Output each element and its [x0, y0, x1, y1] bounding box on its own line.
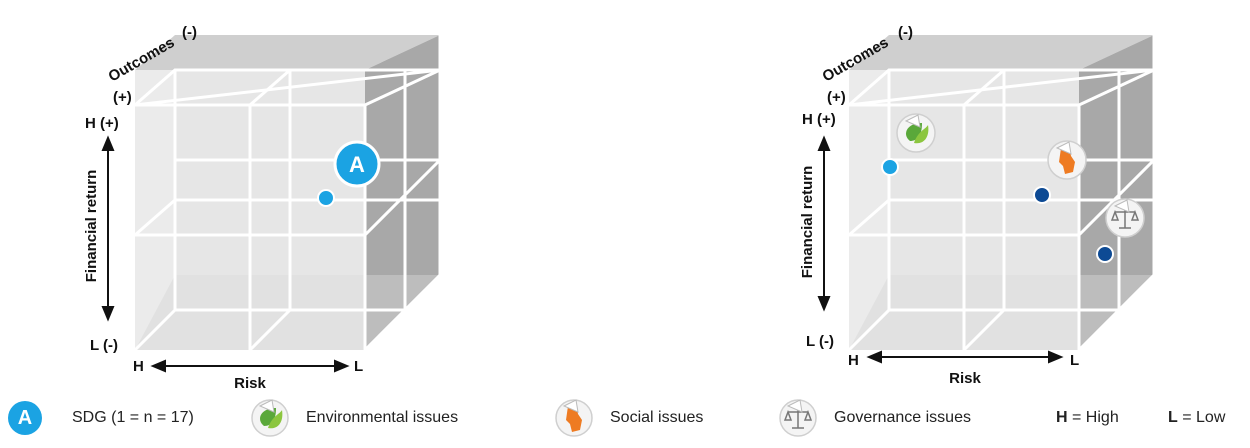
outcomes-negative: (-) — [182, 24, 197, 41]
outcomes-negative: (-) — [898, 24, 913, 41]
legend-sdg: A SDG (1 = n = 17) — [8, 400, 194, 436]
legend-governance: Governance issues — [778, 399, 971, 437]
low-return-label: L (-) — [806, 333, 834, 350]
environmental-legend-icon — [251, 399, 289, 437]
cube-left: A Outcomes (-) (+) H (+) L (-) Financial… — [0, 0, 480, 392]
high-return-label: H (+) — [802, 111, 836, 128]
right-face — [1079, 35, 1154, 350]
high-key-text: = High — [1072, 409, 1119, 426]
cube-right: Outcomes (-) (+) H (+) L (-) Financial r… — [714, 0, 1194, 390]
high-return-label: H (+) — [85, 115, 119, 132]
environmental-point — [881, 158, 899, 176]
legend-low-key: L = Low — [1168, 400, 1225, 436]
social-legend-text: Social issues — [610, 409, 704, 426]
risk-label: Risk — [234, 375, 266, 392]
top-face — [135, 35, 440, 70]
grid-lines — [844, 35, 1156, 352]
financial-return-label: Financial return — [799, 166, 816, 279]
sdg-badge-letter: A — [349, 152, 365, 177]
risk-high-label: H — [133, 358, 144, 375]
legend: A SDG (1 = n = 17) Environmental issues … — [0, 388, 1250, 448]
legend-social: Social issues — [554, 399, 704, 437]
risk-label: Risk — [949, 370, 981, 387]
high-key: H — [1056, 409, 1068, 426]
axis-arrows — [817, 135, 1064, 364]
financial-return-label: Financial return — [83, 170, 100, 283]
outcomes-positive: (+) — [113, 89, 132, 106]
social-icon — [1047, 140, 1087, 180]
low-key-text: = Low — [1182, 409, 1226, 426]
legend-environmental: Environmental issues — [250, 399, 459, 437]
cube-right-svg: Outcomes (-) (+) H (+) L (-) Financial r… — [799, 24, 1156, 387]
right-face — [365, 35, 440, 350]
social-legend-icon — [555, 399, 593, 437]
legend-high-key: H = High — [1056, 400, 1119, 436]
low-return-label: L (-) — [90, 337, 118, 354]
governance-point — [1096, 245, 1114, 263]
risk-low-label: L — [354, 358, 363, 375]
outcomes-positive: (+) — [827, 89, 846, 106]
sdg-point — [317, 189, 335, 207]
low-key: L — [1168, 409, 1178, 426]
axis-arrows — [101, 135, 350, 373]
cube-left-svg: A Outcomes (-) (+) H (+) L (-) Financial… — [83, 24, 442, 392]
environmental-icon — [896, 113, 936, 153]
sdg-legend-badge: A — [8, 401, 42, 435]
risk-high-label: H — [848, 352, 859, 369]
environmental-legend-text: Environmental issues — [306, 409, 459, 426]
sdg-legend-text: SDG (1 = n = 17) — [72, 409, 194, 426]
social-point — [1033, 186, 1051, 204]
sdg-badge — [333, 140, 381, 188]
risk-low-label: L — [1070, 352, 1079, 369]
governance-legend-icon — [779, 399, 817, 437]
top-face — [849, 35, 1154, 70]
governance-legend-text: Governance issues — [834, 409, 971, 426]
governance-icon — [1105, 198, 1145, 238]
